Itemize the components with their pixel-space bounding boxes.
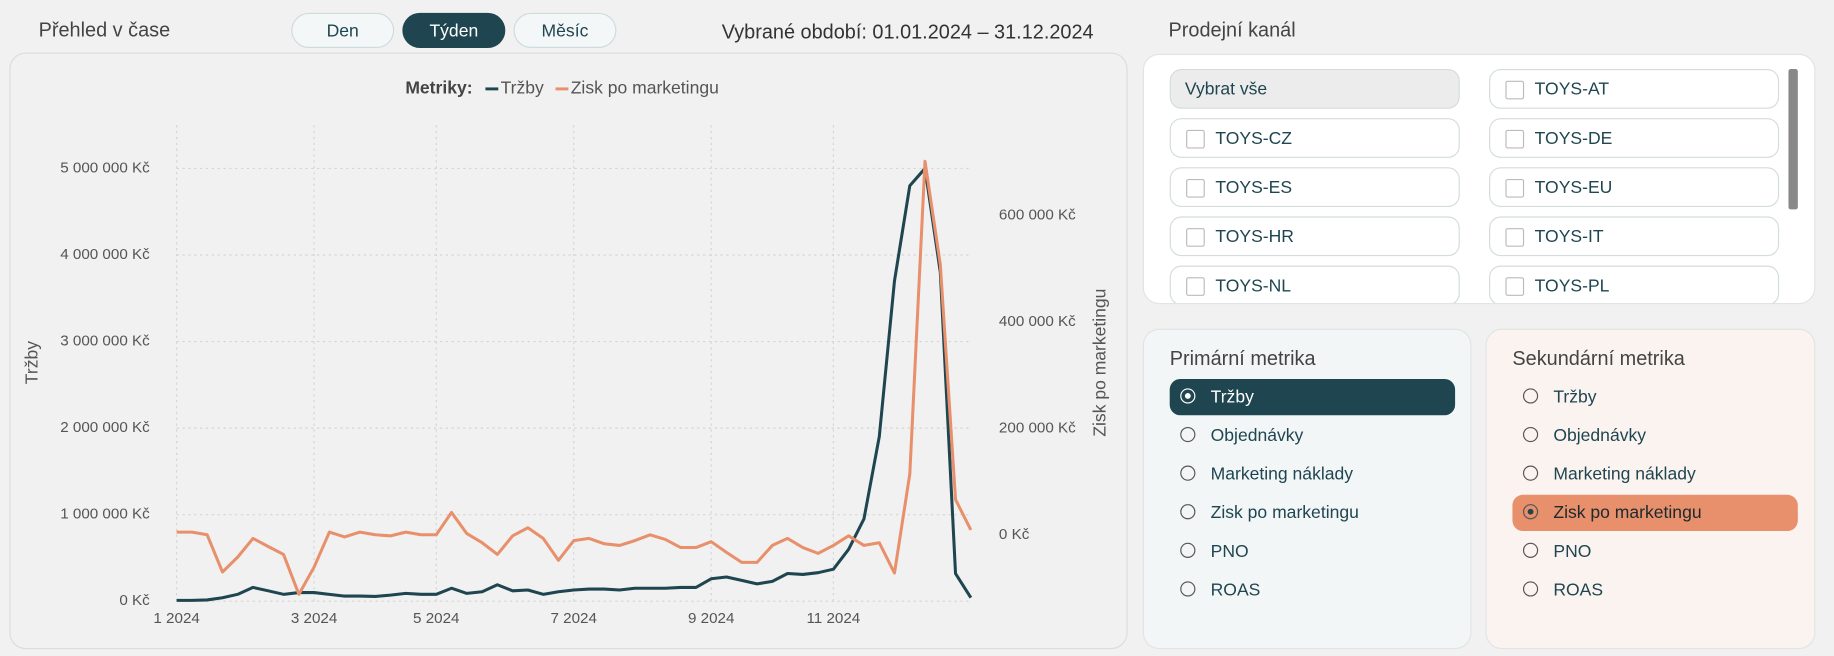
series-line: [176, 159, 973, 596]
checkbox-box: [1186, 228, 1205, 247]
y2-tick-label: 400 000 Kč: [999, 313, 1076, 330]
radio: [1180, 426, 1196, 443]
x-tick-label: 5 2024: [413, 610, 459, 627]
radio-option[interactable]: Marketing náklady: [1170, 456, 1455, 492]
radio: [1522, 542, 1539, 558]
panel-title: Prodejní kanál: [1168, 18, 1296, 41]
checkbox-box: [1505, 228, 1525, 247]
y-tick-label: 4 000 000 Kč: [60, 246, 150, 263]
legend-label: Zisk po marketingu: [571, 78, 719, 98]
secondary-card: Sekundární metrika Tržby Objednávky Market…: [1485, 328, 1816, 650]
series-line: [176, 166, 973, 602]
radio-option[interactable]: ROAS: [1170, 572, 1455, 608]
channel-card: Vybrat vše TOYS-AT TOYS-CZ TOYS-DE TOYS-ES TO…: [1142, 53, 1816, 305]
checkbox-box: [1186, 129, 1205, 149]
radio-option[interactable]: Objednávky: [1512, 418, 1797, 454]
radio-option[interactable]: Tržby: [1512, 379, 1797, 415]
radio-option[interactable]: Zisk po marketingu: [1512, 494, 1798, 532]
radio-option[interactable]: PNO: [1170, 533, 1455, 569]
radio-option[interactable]: Tržby: [1169, 378, 1456, 416]
radio: [1522, 426, 1539, 443]
section-title: Přehled v čase: [38, 18, 171, 41]
y2-tick-label: 200 000 Kč: [999, 419, 1076, 436]
panel-title: Sekundární metrika: [1512, 347, 1685, 370]
radio-option[interactable]: PNO: [1512, 533, 1797, 569]
radio: [1522, 388, 1539, 404]
checkbox[interactable]: Vybrat vše: [1169, 69, 1460, 109]
checkbox[interactable]: TOYS-NL: [1169, 265, 1460, 303]
legend-title: Metriky:: [405, 78, 472, 98]
panel-title: Primární metrika: [1169, 347, 1316, 370]
tab[interactable]: Týden: [402, 12, 506, 48]
checkbox[interactable]: TOYS-CZ: [1169, 118, 1460, 158]
y-tick-label: 0 Kč: [119, 592, 150, 609]
radio-option[interactable]: Marketing náklady: [1512, 456, 1797, 492]
x-tick-label: 9 2024: [688, 610, 734, 627]
radio-option[interactable]: Objednávky: [1170, 418, 1455, 454]
checkbox-box: [1505, 277, 1525, 296]
y2-tick-label: 0 Kč: [999, 526, 1030, 543]
checkbox-box: [1505, 178, 1525, 198]
x-tick-label: 7 2024: [551, 610, 597, 627]
y-tick-label: 5 000 000 Kč: [60, 159, 150, 176]
tab[interactable]: Měsíc: [513, 12, 617, 48]
checkbox-box: [1505, 129, 1525, 149]
y-axis-label: Tržby: [21, 341, 41, 384]
radio-option[interactable]: ROAS: [1512, 572, 1797, 608]
checkbox[interactable]: TOYS-PL: [1489, 265, 1780, 303]
radio: [1180, 388, 1196, 404]
y-tick-label: 2 000 000 Kč: [60, 419, 150, 436]
scrollbar[interactable]: [1788, 69, 1798, 210]
checkbox[interactable]: TOYS-IT: [1489, 216, 1780, 257]
x-tick-label: 1 2024: [153, 610, 199, 627]
legend-label: Tržby: [501, 78, 544, 98]
radio: [1180, 465, 1196, 481]
radio: [1180, 504, 1196, 520]
checkbox[interactable]: TOYS-ES: [1169, 167, 1460, 208]
y-tick-label: 1 000 000 Kč: [60, 506, 150, 523]
y-tick-label: 3 000 000 Kč: [60, 333, 150, 350]
x-tick-label: 3 2024: [291, 610, 337, 627]
radio: [1522, 581, 1539, 597]
checkbox-box: [1186, 277, 1205, 296]
radio: [1180, 581, 1196, 597]
tab[interactable]: Den: [291, 12, 395, 48]
radio: [1522, 465, 1539, 481]
checkbox[interactable]: TOYS-DE: [1489, 118, 1780, 158]
primary-card: Primární metrika Tržby Objednávky Marketin…: [1142, 328, 1472, 650]
radio: [1180, 542, 1196, 558]
checkbox[interactable]: TOYS-AT: [1489, 69, 1780, 109]
checkbox[interactable]: TOYS-HR: [1169, 216, 1460, 257]
checkbox-box: [1186, 178, 1205, 198]
radio: [1522, 504, 1539, 520]
y2-axis-label: Zisk po marketingu: [1089, 289, 1109, 437]
x-tick-label: 11 2024: [806, 610, 860, 627]
chart: Tržby Zisk po marketingu Metriky: 0 Kč1 …: [21, 78, 1109, 627]
y2-tick-label: 600 000 Kč: [999, 207, 1076, 224]
period: Vybrané období: 01.01.2024 – 31.12.2024: [721, 21, 1094, 44]
checkbox-box: [1505, 80, 1525, 100]
checkbox[interactable]: TOYS-EU: [1489, 167, 1780, 208]
radio-option[interactable]: Zisk po marketingu: [1170, 495, 1455, 531]
